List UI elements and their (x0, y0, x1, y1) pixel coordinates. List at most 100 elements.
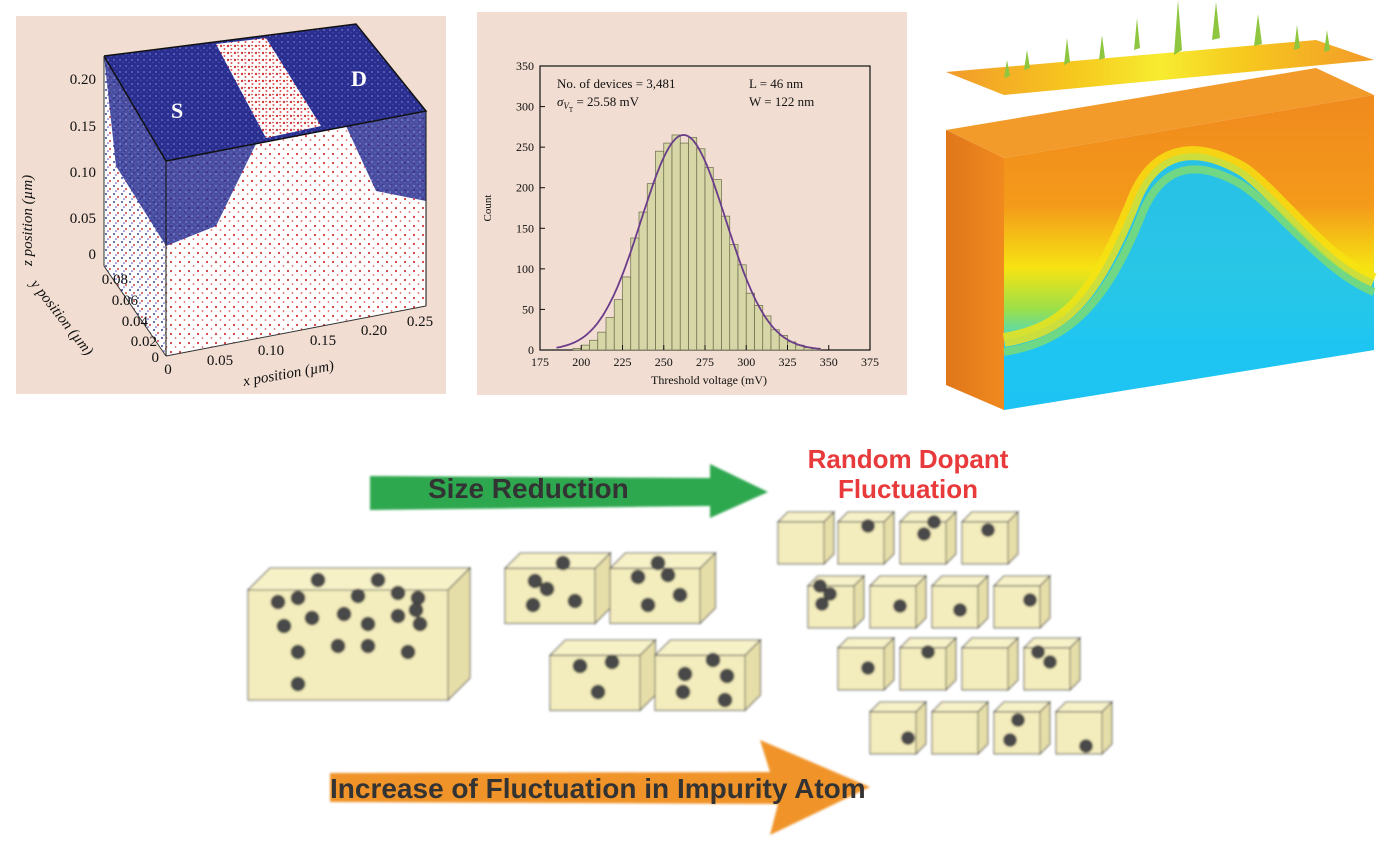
potential-3d-render (946, 0, 1377, 410)
impurity-atom (330, 638, 346, 654)
z-tick: 0.05 (70, 211, 96, 227)
impurity-atom (270, 594, 286, 610)
x-tick: 0.25 (407, 314, 433, 330)
medium-block-4 (653, 638, 762, 712)
small-block-7 (930, 574, 990, 630)
x-axis-label: x position (µm) (241, 358, 335, 390)
x-tick-label: 300 (737, 355, 755, 369)
small-block-12 (1022, 636, 1082, 692)
histogram-bar (671, 134, 681, 351)
impurity-atom (567, 593, 583, 609)
y-tick: 0.06 (112, 293, 139, 309)
impurity-atom (717, 692, 733, 708)
x-tick: 0 (164, 362, 172, 378)
y-tick-label: 150 (516, 221, 534, 235)
z-tick: 0 (89, 247, 97, 263)
y-axis-label: Count (482, 195, 494, 222)
y-tick-label: 50 (522, 302, 534, 316)
random-dopant-title-line2: Fluctuation (838, 474, 978, 504)
info-width: W = 122 nm (749, 94, 814, 109)
histogram-bar (613, 299, 623, 351)
z-axis-ticks: 0.20 0.15 0.10 0.05 0 (70, 72, 96, 263)
info-length: L = 46 nm (749, 76, 803, 91)
size-reduction-diagram: Size Reduction Random Dopant Fluctuation… (230, 440, 1130, 840)
impurity-atom (336, 606, 352, 622)
y-tick-label: 300 (516, 100, 534, 114)
x-tick-label: 175 (531, 355, 549, 369)
histogram-bar (721, 215, 731, 351)
impurity-atom (861, 661, 875, 675)
histogram-bar (597, 331, 607, 351)
impurity-atom (953, 603, 967, 617)
histogram-bar (704, 167, 714, 351)
drain-label: D (351, 66, 367, 91)
histogram-bar (622, 276, 632, 351)
impurity-atom (1011, 713, 1025, 727)
info-sigma: σVT = 25.58 mV (557, 94, 640, 114)
impurity-atom (893, 599, 907, 613)
impurity-atom (408, 602, 424, 618)
impurity-atom (660, 567, 676, 583)
z-tick: 0.10 (70, 165, 96, 181)
x-tick-label: 325 (779, 355, 797, 369)
source-region-front (166, 144, 256, 246)
small-block-2 (836, 510, 896, 566)
gaussian-fit-curve (556, 134, 821, 350)
impurity-atom (1031, 645, 1045, 659)
impurity-atom (310, 572, 326, 588)
small-block-9 (836, 636, 896, 692)
impurity-atom (672, 587, 688, 603)
size-reduction-figure: Size Reduction Random Dopant Fluctuation… (246, 444, 1114, 835)
large-block (246, 566, 472, 702)
histogram-bar (638, 211, 648, 351)
x-tick-label: 350 (820, 355, 838, 369)
dome-yellow-boundary (1002, 146, 1377, 347)
small-block-8 (992, 574, 1052, 630)
impurity-atom (527, 573, 543, 589)
small-block-4 (960, 510, 1020, 566)
histogram-bar (605, 317, 615, 351)
impurity-atom (823, 587, 837, 601)
source-region-side (104, 56, 166, 246)
potential-spikes (1004, 0, 1330, 78)
impurity-atom (1023, 593, 1037, 607)
impurity-atom (350, 588, 366, 604)
medium-block-3 (548, 638, 657, 712)
impurity-atom (370, 572, 386, 588)
y-tick: 0 (152, 350, 160, 366)
impurity-atom (927, 515, 941, 529)
impurity-atom (813, 579, 827, 593)
z-tick: 0.15 (70, 119, 96, 135)
z-tick: 0.20 (70, 72, 96, 88)
impurity-atom (555, 555, 571, 571)
small-block-3 (898, 510, 958, 566)
impurity-atom (650, 555, 666, 571)
impurity-atom (539, 581, 555, 597)
dopant-scatter-figure: S D 0.20 0.15 0.10 0.05 0 z position (µm… (20, 23, 433, 390)
potential-surface-sheet (946, 40, 1374, 95)
source-label: S (171, 98, 183, 123)
y-tick: 0.08 (102, 272, 128, 288)
small-block-13 (868, 700, 928, 756)
histogram-bar (729, 244, 739, 351)
x-tick-label: 200 (572, 355, 590, 369)
histogram-bar (589, 339, 599, 351)
impurity-atom (360, 616, 376, 632)
impurity-atom (981, 523, 995, 537)
impurity-atom (290, 676, 306, 692)
impurity-atom (410, 590, 426, 606)
histogram-bar (696, 148, 706, 351)
y-tick-label: 200 (516, 181, 534, 195)
impurity-atom (390, 585, 406, 601)
x-axis-label: Threshold voltage (mV) (651, 373, 767, 387)
y-tick: 0.02 (131, 334, 157, 350)
impurity-atom (400, 644, 416, 660)
x-tick: 0.20 (361, 323, 387, 339)
impurity-atom (917, 527, 931, 541)
x-tick: 0.10 (258, 343, 284, 359)
threshold-histogram-panel: 0 50 100 150 200 250 300 350 175 200 225 250 275 300… (477, 12, 907, 395)
impurity-atom (412, 616, 428, 632)
y-tick-label: 0 (528, 343, 534, 357)
info-device-count: No. of devices = 3,481 (557, 76, 676, 91)
histogram-bar (745, 292, 755, 351)
